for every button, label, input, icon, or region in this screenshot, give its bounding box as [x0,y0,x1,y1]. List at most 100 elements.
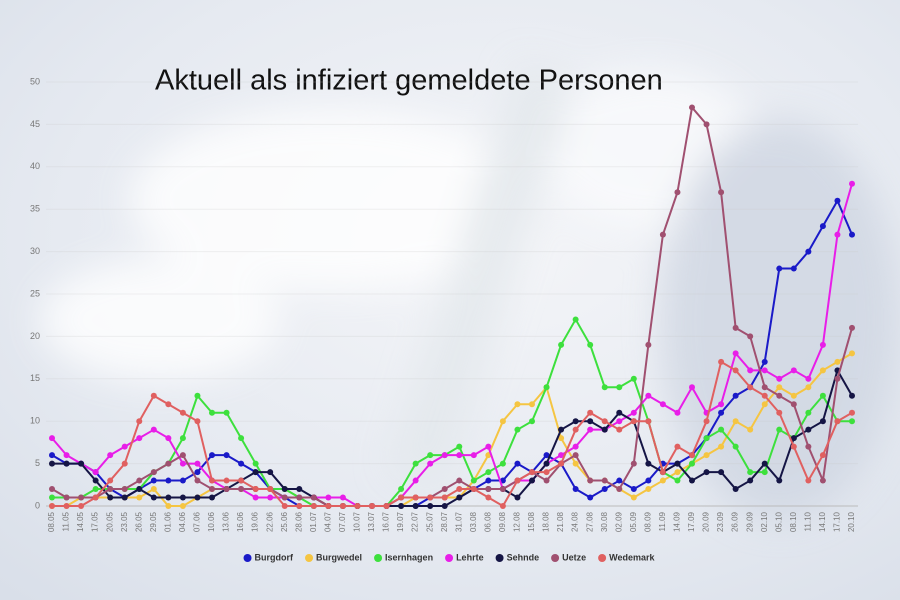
point [209,452,215,459]
point [674,460,681,467]
x-tick-label: 09.08 [498,511,507,532]
x-tick-label: 26.05 [134,511,143,532]
point [209,409,215,416]
point [790,435,797,442]
line [51,106,853,507]
point [49,435,55,442]
point [674,443,681,450]
x-tick-label: 20.09 [702,511,711,532]
x-tick-label: 17.09 [687,511,696,532]
point [107,486,114,493]
point [616,384,623,391]
point [543,452,550,459]
point [630,418,637,425]
point [136,418,143,425]
point [543,477,550,484]
point [834,358,841,365]
point [107,477,114,484]
x-tick-label: 22.07 [411,511,420,532]
x-tick-label: 18.08 [542,511,551,532]
point [485,477,492,484]
point [252,494,259,501]
point [689,384,695,391]
point [499,460,506,467]
point [267,486,274,493]
point [616,418,623,425]
x-tick-label: 29.05 [149,511,158,532]
point [805,426,812,433]
legend-marker [495,554,504,562]
point [398,486,405,493]
x-tick-label: 01.07 [309,511,318,532]
point [339,503,346,509]
point [150,426,157,433]
x-tick-label: 01.06 [163,511,172,532]
point [805,375,812,382]
point [223,452,230,459]
x-tick-label: 25.06 [280,511,289,532]
point [703,452,710,459]
point [776,426,783,433]
legend-label: Isernhagen [385,552,433,562]
point [223,477,230,484]
point [761,460,768,467]
legend-label: Burgdorf [255,552,294,562]
point [587,418,594,425]
point [558,341,565,348]
point [630,494,637,501]
x-tick-label: 17.05 [91,511,100,532]
point [252,460,259,467]
point [543,460,550,467]
point [601,418,608,425]
legend-marker [243,554,252,562]
point [543,469,550,476]
y-tick-label: 25 [30,288,40,298]
point [645,486,652,493]
point [499,418,506,425]
point [194,418,201,425]
x-tick-label: 04.06 [178,511,187,532]
point [572,452,579,459]
point [209,486,215,493]
x-tick-label: 11.05 [62,511,71,531]
x-tick-label: 15.08 [527,511,536,532]
point [849,418,855,425]
x-tick-label: 19.07 [396,511,405,532]
point [689,104,695,111]
point [150,477,157,484]
point [616,477,623,484]
legend-marker [305,554,314,562]
point [645,418,652,425]
point [834,197,841,204]
point [179,452,186,459]
point [601,486,608,493]
point [456,443,463,450]
point [150,392,157,399]
point [790,443,797,450]
point [121,486,128,493]
point [572,418,579,425]
point [630,460,637,467]
point [718,189,725,196]
point [281,494,288,501]
point [150,469,157,476]
point [179,494,186,501]
point [601,384,608,391]
point [150,494,157,501]
point [238,477,245,484]
point [412,477,419,484]
x-tick-label: 02.10 [760,511,769,532]
point [470,486,477,493]
point [398,503,405,509]
point [732,392,739,399]
point [179,503,186,509]
point [645,477,652,484]
point [165,503,172,509]
x-tick-label: 29.09 [745,511,754,532]
point [252,469,259,476]
point [165,477,172,484]
point [645,460,652,467]
point [732,367,739,374]
x-tick-label: 14.09 [673,511,682,532]
point [776,477,783,484]
